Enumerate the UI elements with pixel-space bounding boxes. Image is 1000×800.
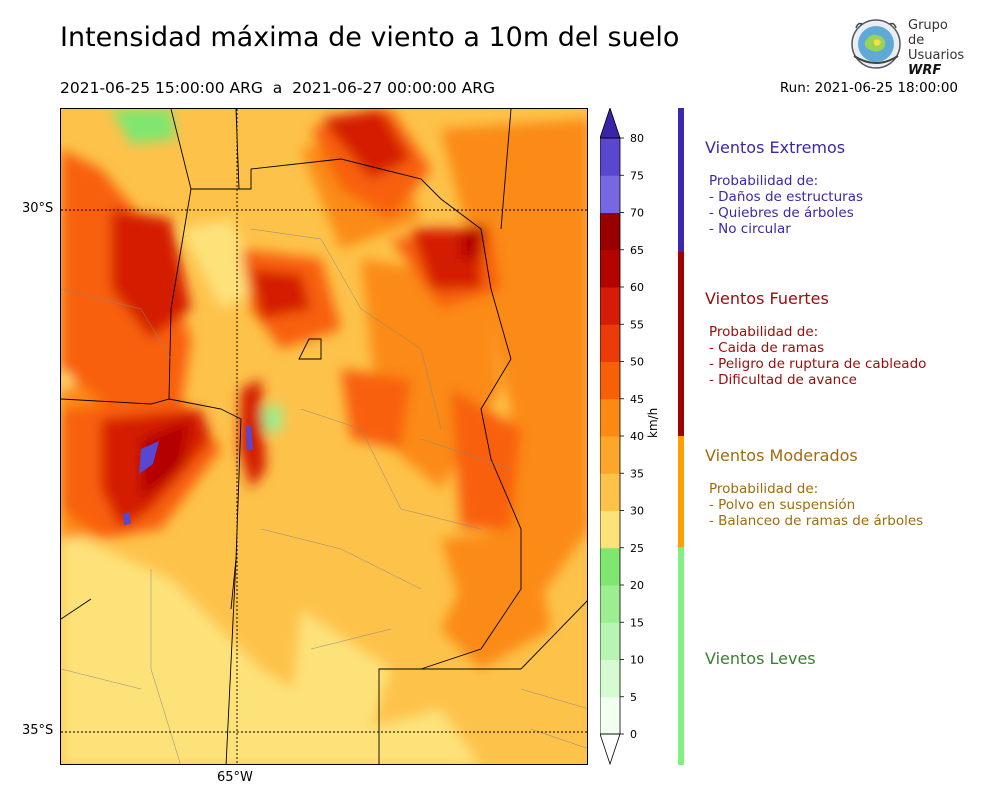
category-fuertes: Vientos Fuertes Probabilidad de: - Caida… [705,289,926,388]
colorbar-segment [600,436,620,474]
logo-line-2: Usuarios [908,48,965,63]
colorbar-tick-label: 20 [630,579,644,592]
colorbar-tick-label: 10 [630,654,644,667]
colorbar-tick-label: 15 [630,616,644,629]
category-title: Vientos Moderados [705,446,858,465]
graticule [61,109,587,764]
colorbar-tick-label: 40 [630,430,644,443]
colorbar-segment [600,398,620,437]
colorbar-tick-label: 60 [630,281,644,294]
colorbar-segment [600,473,620,511]
colorbar-segment [600,622,620,660]
colorbar-segment [600,585,620,623]
category-title: Vientos Extremos [705,138,846,157]
category-item: - Balanceo de ramas de árboles [709,513,924,529]
colorbar-max-extension [599,106,621,139]
category-leves: Vientos Leves [705,649,816,684]
wrf-logo: Grupo de Usuarios WRF [848,16,968,78]
colorbar-tick-label: 25 [630,542,644,555]
chart-title: Intensidad máxima de viento a 10m del su… [60,22,680,53]
category-moderados: Vientos Moderados Probabilidad de: - Pol… [705,446,923,529]
legend-bar-leves [678,547,684,765]
run-time: Run: 2021-06-25 18:00:00 [779,80,958,96]
colorbar-tick-label: 65 [630,244,644,257]
category-prob-header: Probabilidad de: [709,481,819,497]
colorbar-segment [600,696,620,735]
colorbar: 0 5 10 15 20 25 30 35 40 45 50 55 60 65 70 75 80 [599,106,670,768]
colorbar-tick-label: 30 [630,505,644,518]
wind-contours [61,109,587,764]
colorbar-segment [600,510,620,549]
colorbar-segment [600,547,620,586]
extreme-wind-core [139,441,159,474]
colorbar-tick-label: 80 [630,132,644,145]
legend-bar-fuertes [678,252,684,436]
lat-label-30s: 30°S [22,201,54,216]
category-item: - Dificultad de avance [709,372,857,388]
wind-map [60,108,588,765]
category-item: - No circular [709,221,791,237]
colorbar-segment [600,212,620,251]
colorbar-tick-label: 70 [630,207,644,220]
colorbar-segment [600,138,620,176]
province-borders [61,109,587,764]
colorbar-tick-label: 50 [630,356,644,369]
globe-icon [851,19,901,69]
category-item: - Polvo en suspensión [709,497,856,513]
category-extremos: Vientos Extremos Probabilidad de: - Daño… [705,138,863,237]
colorbar-segment [600,659,620,698]
forecast-period: 2021-06-25 15:00:00 ARG a 2021-06-27 00:… [60,79,496,97]
category-item: - Quiebres de árboles [709,205,854,221]
legend-bar-extremos [678,108,684,252]
extreme-wind-core [123,512,131,525]
colorbar-segment [600,361,620,400]
colorbar-segment [600,175,620,213]
colorbar-tick-label: 45 [630,393,644,406]
colorbar-segment [600,324,620,362]
colorbar-tick-label: 35 [630,467,644,480]
category-title: Vientos Leves [705,649,816,668]
category-item: - Daños de estructuras [709,189,864,205]
department-borders [61,228,587,764]
extreme-wind-core [246,425,253,451]
category-item: - Caida de ramas [709,340,825,356]
colorbar-tick-label: 5 [630,691,637,704]
colorbar-tick-label: 0 [630,728,637,741]
lat-label-35s: 35°S [22,723,54,738]
category-title: Vientos Fuertes [705,289,829,308]
legend-bar-moderados [678,436,684,547]
colorbar-tick-label: 75 [630,169,644,182]
wind-field-map [61,109,587,764]
colorbar-scale: 0 5 10 15 20 25 30 35 40 45 50 55 60 65 70 75 80 [599,106,644,766]
lon-label-65w: 65°W [217,770,253,785]
category-prob-header: Probabilidad de: [709,324,819,340]
colorbar-segment [600,287,620,325]
colorbar-unit: km/h [646,407,660,438]
logo-line-1: Grupo de [908,18,948,48]
logo-line-3: WRF [908,63,942,78]
colorbar-min-extension [599,733,621,766]
colorbar-segment [600,249,620,288]
category-item: - Peligro de ruptura de cableado [709,356,927,372]
category-prob-header: Probabilidad de: [709,173,819,189]
colorbar-tick-label: 55 [630,318,644,331]
